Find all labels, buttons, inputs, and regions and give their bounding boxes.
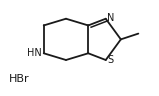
- Text: N: N: [107, 13, 115, 23]
- Text: HBr: HBr: [9, 74, 29, 84]
- Text: S: S: [107, 55, 114, 65]
- Text: HN: HN: [27, 48, 42, 58]
